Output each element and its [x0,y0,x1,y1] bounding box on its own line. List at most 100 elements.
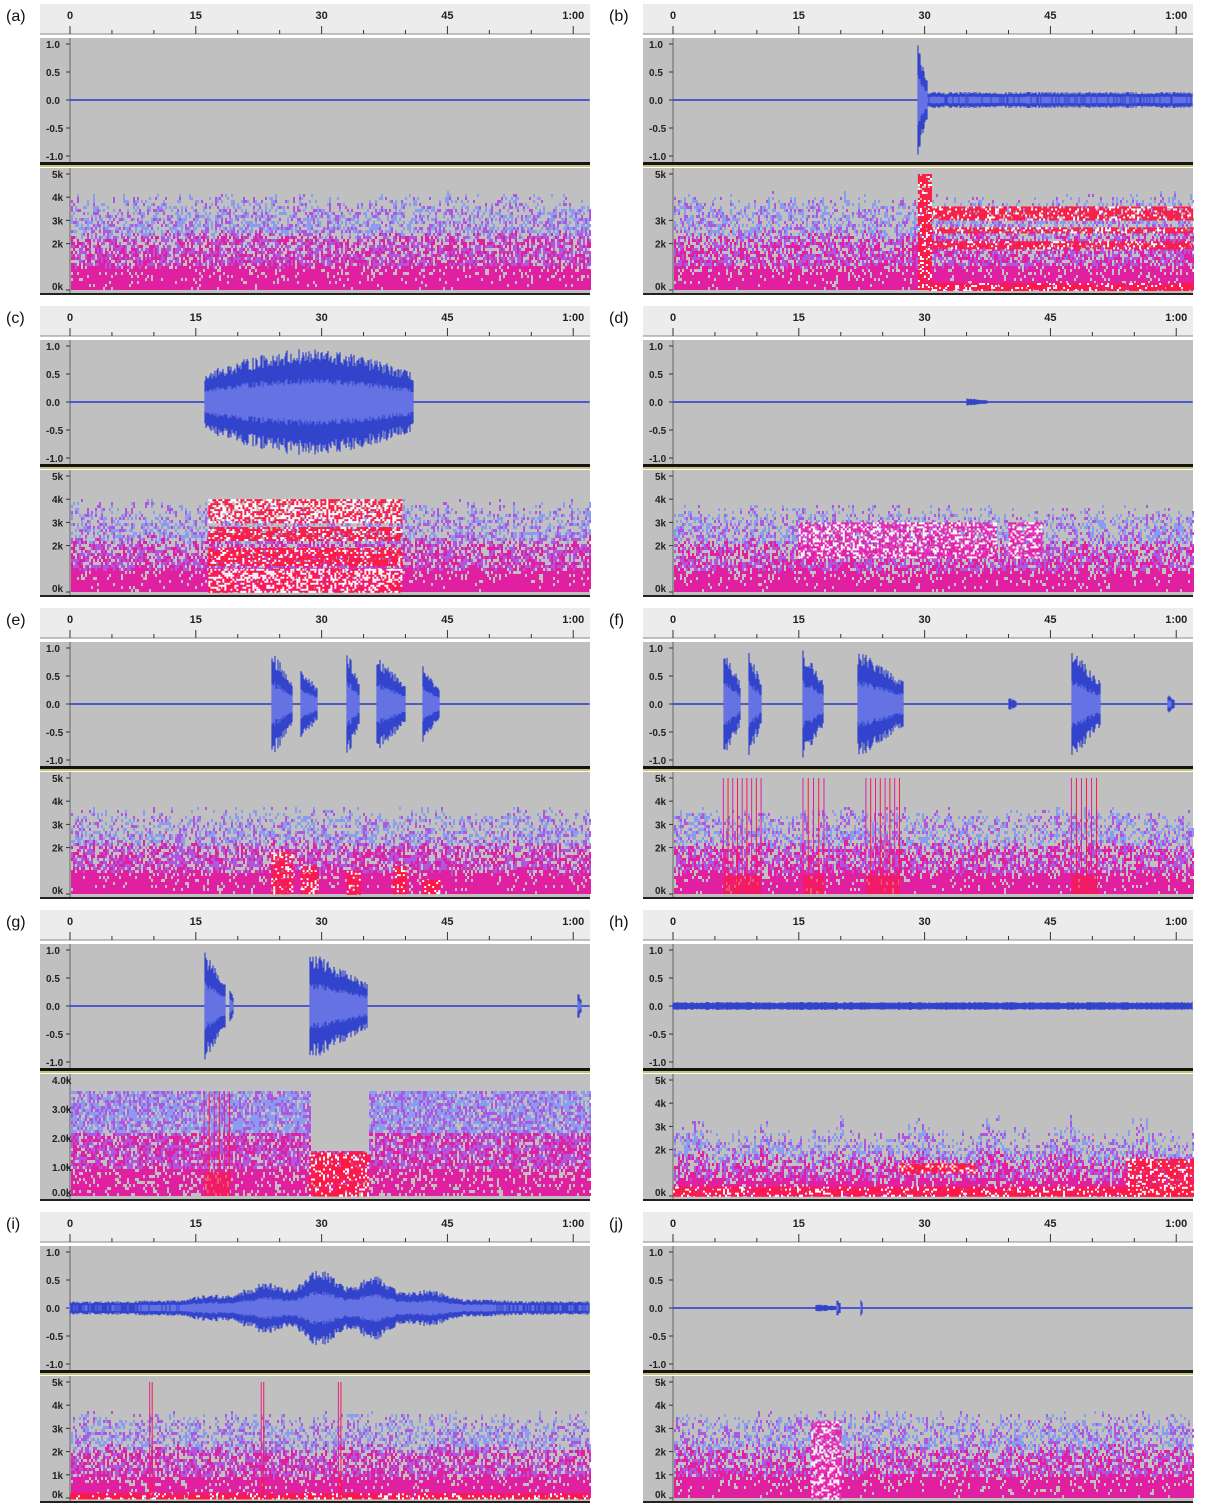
track-separator-accent [40,769,590,771]
track-separator-accent [643,467,1193,469]
amplitude-tick-label: -0.5 [46,426,64,437]
track-separator [643,1068,1193,1071]
track-separator-accent [40,1071,590,1073]
time-tick-label: 0 [67,916,73,928]
waveform-series [673,1002,1192,1010]
time-tick-label: 30 [918,614,930,626]
frequency-tick-label: 4k [52,797,64,808]
amplitude-tick-label: 0.0 [46,398,60,409]
amplitude-tick-label: -1.0 [649,454,667,465]
frequency-tick-label: 5k [655,774,667,785]
amplitude-tick-label: -0.5 [46,124,64,135]
time-tick-label: 1:00 [562,614,584,626]
track-separator-accent [40,1373,590,1375]
time-tick-label: 0 [670,1218,676,1230]
amplitude-tick-label: 1.0 [649,342,663,353]
time-tick-label: 1:00 [1165,10,1187,22]
frequency-tick-label: 4k [655,495,667,506]
frequency-tick-label: 2k [52,1448,64,1459]
time-tick-label: 45 [1044,614,1056,626]
track-separator-accent [643,769,1193,771]
frequency-ruler [643,772,673,898]
frequency-tick-label: 4k [52,1401,64,1412]
amplitude-tick-label: 0.5 [46,1276,60,1287]
amplitude-tick-label: 1.0 [649,40,663,51]
amplitude-tick-label: -1.0 [46,152,64,163]
time-tick-label: 45 [441,614,453,626]
frequency-tick-label: 3k [52,518,64,529]
frequency-tick-label: 0k [655,886,667,897]
frequency-tick-label: 3k [655,216,667,227]
track-separator [40,1068,590,1071]
frequency-tick-label: 4k [52,495,64,506]
time-tick-label: 15 [190,312,202,324]
amplitude-tick-label: -1.0 [649,1360,667,1371]
time-tick-label: 0 [67,10,73,22]
amplitude-tick-label: 0.5 [649,672,663,683]
time-tick-label: 45 [1044,312,1056,324]
time-tick-label: 30 [315,1218,327,1230]
frequency-ruler [40,470,70,596]
frequency-tick-label: 0k [52,282,64,293]
frequency-tick-label: 4.0k [52,1076,72,1087]
amplitude-tick-label: -1.0 [649,756,667,767]
amplitude-tick-label: 1.0 [46,1248,60,1259]
amplitude-tick-label: 0.5 [649,68,663,79]
track-separator [643,766,1193,769]
frequency-tick-label: 2k [655,1146,667,1157]
amplitude-tick-label: 0.0 [46,1304,60,1315]
amplitude-tick-label: -0.5 [649,728,667,739]
frequency-ruler [643,1376,673,1502]
frequency-tick-label: 4k [52,193,64,204]
amplitude-tick-label: 1.0 [46,644,60,655]
time-tick-label: 0 [670,614,676,626]
frequency-ruler [40,772,70,898]
frequency-tick-label: 0k [52,1490,64,1501]
amplitude-tick-label: -0.5 [649,1030,667,1041]
amplitude-tick-label: 1.0 [649,946,663,957]
time-tick-label: 15 [793,10,805,22]
amplitude-tick-label: 0.5 [649,1276,663,1287]
frequency-ruler [40,168,70,294]
time-tick-label: 1:00 [1165,312,1187,324]
frequency-tick-label: 0k [655,282,667,293]
amplitude-tick-label: 0.0 [649,700,663,711]
amplitude-tick-label: -0.5 [649,426,667,437]
amplitude-tick-label: 0.5 [46,974,60,985]
amplitude-tick-label: -1.0 [46,756,64,767]
amplitude-tick-label: -0.5 [46,1332,64,1343]
amplitude-tick-label: 0.0 [46,96,60,107]
frequency-tick-label: 0k [52,886,64,897]
time-tick-label: 45 [441,916,453,928]
frequency-tick-label: 2k [655,844,667,855]
frequency-tick-label: 0.0k [52,1188,72,1199]
time-tick-label: 30 [315,916,327,928]
amplitude-tick-label: 0.5 [46,68,60,79]
track-separator-accent [643,1071,1193,1073]
frequency-ruler [643,1074,673,1200]
time-tick-label: 15 [190,10,202,22]
frequency-tick-label: 3k [52,1424,64,1435]
time-tick-label: 15 [793,916,805,928]
amplitude-tick-label: -0.5 [46,728,64,739]
frequency-ruler [40,1376,70,1502]
time-tick-label: 1:00 [562,10,584,22]
frequency-ruler [643,470,673,596]
frequency-tick-label: 5k [655,170,667,181]
time-tick-label: 1:00 [562,312,584,324]
amplitude-tick-label: 1.0 [649,1248,663,1259]
amplitude-tick-label: 1.0 [46,946,60,957]
time-tick-label: 15 [793,312,805,324]
track-separator [40,162,590,165]
amplitude-tick-label: -0.5 [649,124,667,135]
